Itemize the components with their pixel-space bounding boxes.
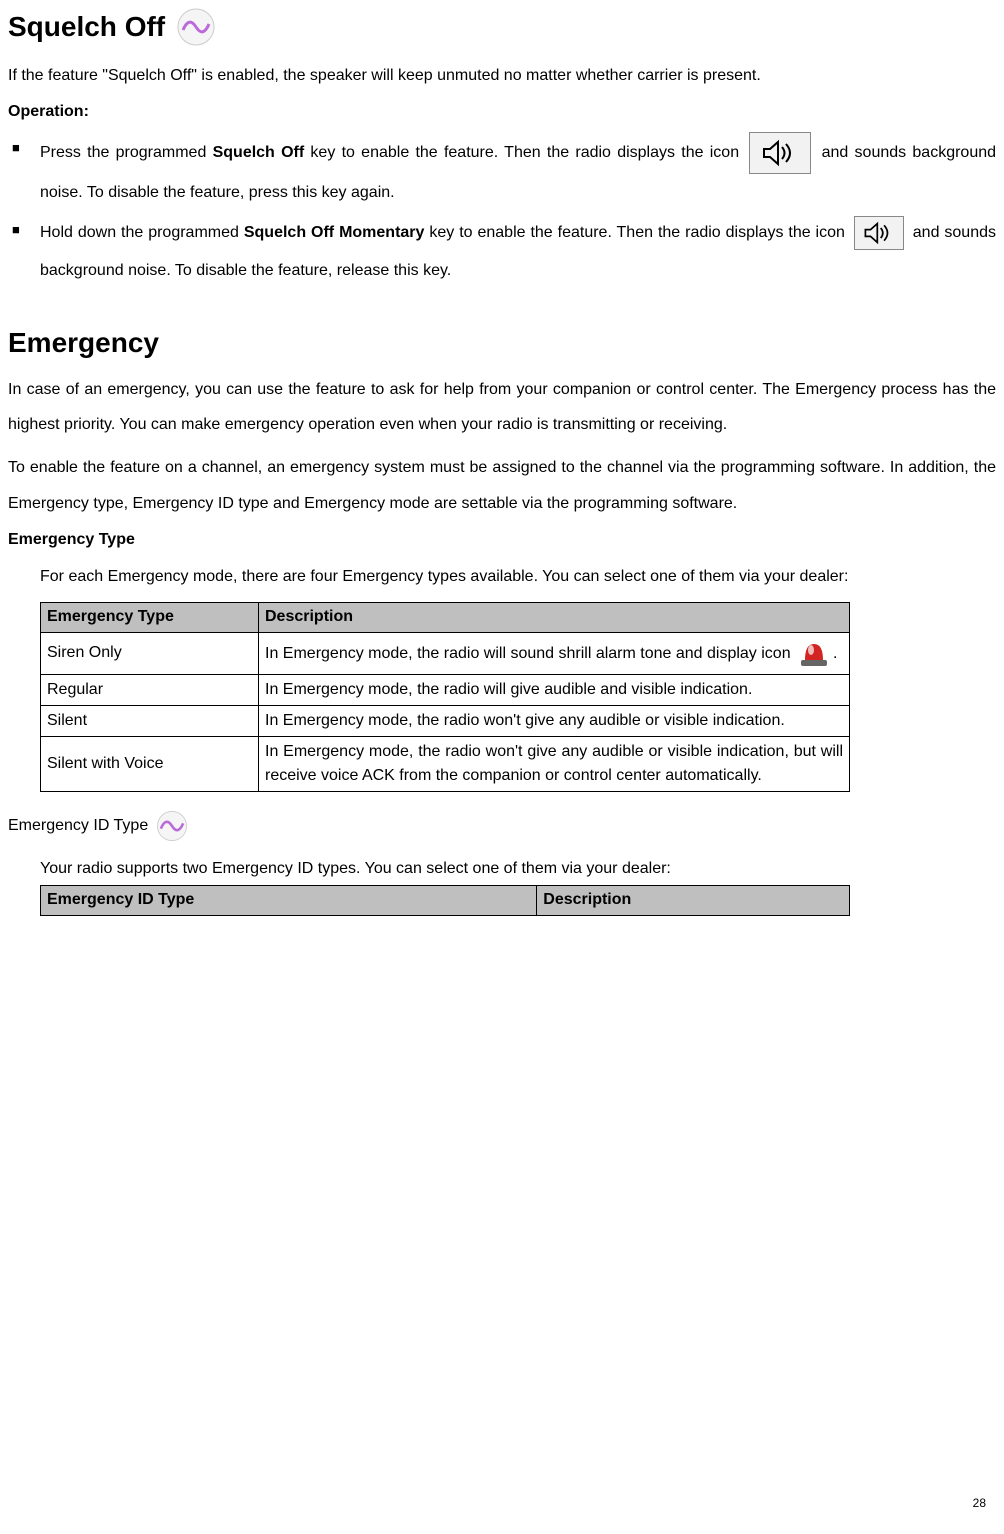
operation-label: Operation: bbox=[8, 101, 996, 123]
siren-desc-post: . bbox=[833, 645, 837, 662]
table-cell-type: Regular bbox=[41, 674, 259, 705]
table-header-col2: Description bbox=[537, 886, 850, 915]
emergency-para2: To enable the feature on a channel, an e… bbox=[8, 450, 996, 520]
squelch-off-heading: Squelch Off bbox=[8, 6, 996, 48]
table-header-row: Emergency ID Type Description bbox=[41, 886, 850, 915]
operation-item-2: Hold down the programmed Squelch Off Mom… bbox=[40, 214, 996, 291]
emergency-id-type-table: Emergency ID Type Description bbox=[40, 885, 850, 915]
table-header-col1: Emergency ID Type bbox=[41, 886, 537, 915]
table-header-row: Emergency Type Description bbox=[41, 603, 850, 632]
table-row: Silent with Voice In Emergency mode, the… bbox=[41, 736, 850, 791]
operation-list: Press the programmed Squelch Off key to … bbox=[8, 132, 996, 291]
table-cell-desc: In Emergency mode, the radio won't give … bbox=[259, 736, 850, 791]
emergency-para1: In case of an emergency, you can use the… bbox=[8, 372, 996, 442]
squelch-off-title-text: Squelch Off bbox=[8, 7, 165, 46]
table-row: Silent In Emergency mode, the radio won'… bbox=[41, 705, 850, 736]
bullet2-pre: Hold down the programmed bbox=[40, 224, 244, 241]
table-header-col2: Description bbox=[259, 603, 850, 632]
table-header-col1: Emergency Type bbox=[41, 603, 259, 632]
emergency-id-type-text: Emergency ID Type bbox=[8, 815, 148, 837]
bullet1-pre: Press the programmed bbox=[40, 144, 213, 161]
table-cell-type: Silent bbox=[41, 705, 259, 736]
page-number: 28 bbox=[973, 1495, 986, 1512]
speaker-icon bbox=[854, 216, 904, 250]
bullet1-text: Press the programmed Squelch Off key to … bbox=[40, 144, 996, 201]
squiggle-icon bbox=[154, 808, 190, 844]
emergency-id-type-intro: Your radio supports two Emergency ID typ… bbox=[40, 856, 996, 882]
bullet2-text: Hold down the programmed Squelch Off Mom… bbox=[40, 224, 996, 279]
emergency-type-heading: Emergency Type bbox=[8, 529, 996, 551]
table-row: Siren Only In Emergency mode, the radio … bbox=[41, 632, 850, 674]
table-cell-desc: In Emergency mode, the radio will sound … bbox=[259, 632, 850, 674]
emergency-id-type-heading: Emergency ID Type bbox=[8, 808, 996, 844]
bullet2-mid: key to enable the feature. Then the radi… bbox=[424, 224, 849, 241]
operation-item-1: Press the programmed Squelch Off key to … bbox=[40, 132, 996, 212]
emergency-title-text: Emergency bbox=[8, 323, 159, 362]
emergency-type-intro: For each Emergency mode, there are four … bbox=[40, 559, 996, 594]
table-row: Regular In Emergency mode, the radio wil… bbox=[41, 674, 850, 705]
bullet1-mid: key to enable the feature. Then the radi… bbox=[304, 144, 745, 161]
squiggle-icon bbox=[175, 6, 217, 48]
bullet2-bold: Squelch Off Momentary bbox=[244, 224, 425, 241]
table-cell-type: Siren Only bbox=[41, 632, 259, 674]
speaker-icon bbox=[749, 132, 811, 174]
emergency-heading: Emergency bbox=[8, 323, 996, 362]
bullet1-bold: Squelch Off bbox=[213, 144, 305, 161]
siren-desc-pre: In Emergency mode, the radio will sound … bbox=[265, 645, 795, 662]
squelch-intro: If the feature "Squelch Off" is enabled,… bbox=[8, 58, 996, 93]
table-cell-desc: In Emergency mode, the radio won't give … bbox=[259, 705, 850, 736]
siren-icon bbox=[795, 638, 833, 668]
emergency-type-table: Emergency Type Description Siren Only In… bbox=[40, 602, 850, 792]
table-cell-desc: In Emergency mode, the radio will give a… bbox=[259, 674, 850, 705]
table-cell-type: Silent with Voice bbox=[41, 736, 259, 791]
